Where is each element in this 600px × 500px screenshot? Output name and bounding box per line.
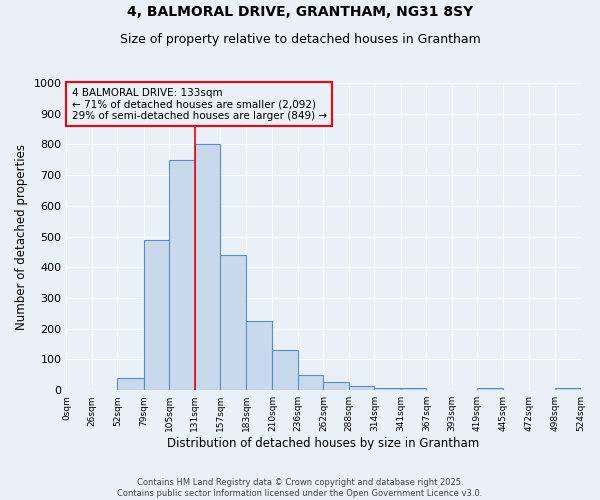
Text: 4 BALMORAL DRIVE: 133sqm
← 71% of detached houses are smaller (2,092)
29% of sem: 4 BALMORAL DRIVE: 133sqm ← 71% of detach… bbox=[71, 88, 326, 121]
Y-axis label: Number of detached properties: Number of detached properties bbox=[15, 144, 28, 330]
X-axis label: Distribution of detached houses by size in Grantham: Distribution of detached houses by size … bbox=[167, 437, 479, 450]
Bar bbox=[478, 388, 503, 390]
Bar bbox=[195, 144, 220, 390]
Bar bbox=[246, 321, 272, 390]
Bar bbox=[401, 388, 427, 390]
Bar bbox=[298, 375, 323, 390]
Bar bbox=[169, 160, 195, 390]
Bar bbox=[323, 382, 349, 390]
Bar bbox=[144, 240, 169, 390]
Bar bbox=[272, 350, 298, 390]
Text: 4, BALMORAL DRIVE, GRANTHAM, NG31 8SY: 4, BALMORAL DRIVE, GRANTHAM, NG31 8SY bbox=[127, 5, 473, 19]
Bar bbox=[349, 386, 374, 390]
Bar bbox=[118, 378, 144, 390]
Text: Contains HM Land Registry data © Crown copyright and database right 2025.
Contai: Contains HM Land Registry data © Crown c… bbox=[118, 478, 482, 498]
Bar bbox=[220, 255, 246, 390]
Text: Size of property relative to detached houses in Grantham: Size of property relative to detached ho… bbox=[119, 32, 481, 46]
Bar bbox=[374, 388, 401, 390]
Bar bbox=[555, 388, 581, 390]
